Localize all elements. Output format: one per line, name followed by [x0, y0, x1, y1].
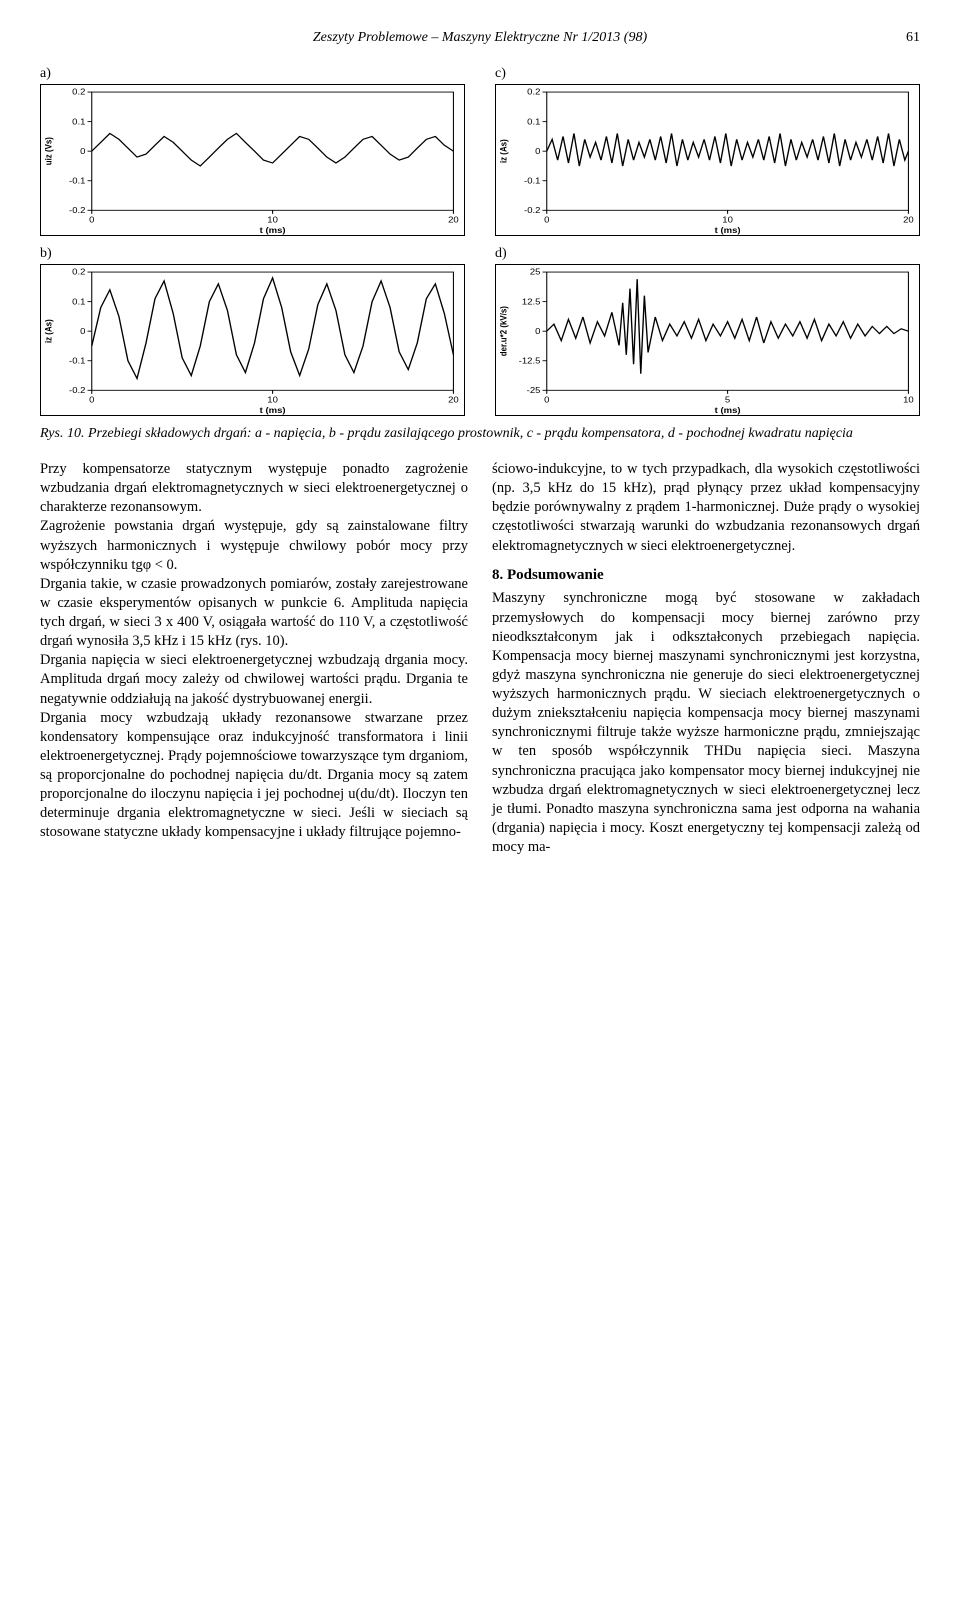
svg-text:0.1: 0.1: [72, 117, 85, 126]
svg-text:0: 0: [535, 327, 540, 336]
svg-text:-0.1: -0.1: [524, 176, 541, 185]
chart-c-box: -0.2 -0.1 0 0.1 0.2 0 10 20 t (ms) iz (As): [495, 84, 920, 236]
paragraph-5: Drgania mocy wzbudzają układy rezonansow…: [40, 709, 468, 843]
svg-text:uiz (Vs): uiz (Vs): [43, 137, 54, 165]
chart-d-cell: d) -25 -12.5 0 12.5 25 0 5 10 t (ms) der.u*2 (kV/…: [495, 246, 920, 416]
body-text: Przy kompensatorze statycznym występuje …: [40, 460, 920, 857]
svg-text:-12.5: -12.5: [519, 356, 541, 365]
svg-text:10: 10: [267, 395, 278, 404]
svg-text:-0.2: -0.2: [69, 386, 86, 395]
svg-text:20: 20: [903, 215, 914, 224]
svg-text:-0.2: -0.2: [524, 206, 541, 215]
chart-a-label: a): [40, 66, 465, 82]
svg-text:0: 0: [544, 215, 549, 224]
svg-text:0.2: 0.2: [72, 267, 85, 276]
chart-b-box: -0.2 -0.1 0 0.1 0.2 0 10 20 t (ms) iz (As): [40, 264, 465, 416]
figure-caption: Rys. 10. Przebiegi składowych drgań: a -…: [40, 426, 920, 442]
paragraph-2: Zagrożenie powstania drgań występuje, gd…: [40, 517, 468, 574]
svg-text:12.5: 12.5: [522, 297, 541, 306]
journal-title: Zeszyty Problemowe – Maszyny Elektryczne…: [313, 30, 647, 45]
chart-b-cell: b) -0.2 -0.1 0 0.1 0.2 0 10 20 t (ms) iz (As): [40, 246, 465, 416]
svg-text:t (ms): t (ms): [715, 226, 741, 235]
svg-text:iz (As): iz (As): [43, 319, 54, 343]
chart-d-label: d): [495, 246, 920, 262]
svg-text:t (ms): t (ms): [260, 226, 286, 235]
svg-text:t (ms): t (ms): [260, 406, 286, 415]
page-number: 61: [906, 30, 920, 46]
svg-text:0.2: 0.2: [527, 87, 540, 96]
svg-text:-0.1: -0.1: [69, 176, 86, 185]
section-8-title: 8. Podsumowanie: [492, 566, 920, 586]
svg-text:5: 5: [725, 395, 730, 404]
svg-text:20: 20: [448, 215, 459, 224]
chart-c-cell: c) -0.2 -0.1 0 0.1 0.2 0 10 20 t (ms) iz (As): [495, 66, 920, 236]
paragraph-6: ściowo-indukcyjne, to w tych przypadkach…: [492, 460, 920, 556]
svg-text:0.1: 0.1: [527, 117, 540, 126]
svg-text:der.u*2 (kV/s): der.u*2 (kV/s): [498, 306, 509, 356]
paragraph-1: Przy kompensatorze statycznym występuje …: [40, 460, 468, 517]
svg-text:-0.2: -0.2: [69, 206, 86, 215]
svg-text:10: 10: [722, 215, 733, 224]
page-header: Zeszyty Problemowe – Maszyny Elektryczne…: [40, 30, 920, 46]
svg-text:10: 10: [903, 395, 914, 404]
paragraph-7: Maszyny synchroniczne mogą być stosowane…: [492, 589, 920, 857]
svg-text:0.2: 0.2: [72, 87, 85, 96]
svg-text:t (ms): t (ms): [715, 406, 741, 415]
svg-text:25: 25: [530, 267, 541, 276]
svg-text:20: 20: [448, 395, 459, 404]
chart-b-label: b): [40, 246, 465, 262]
svg-text:-25: -25: [527, 386, 541, 395]
svg-text:0: 0: [80, 327, 85, 336]
paragraph-4: Drgania napięcia w sieci elektroenergety…: [40, 651, 468, 708]
chart-c-label: c): [495, 66, 920, 82]
svg-text:0: 0: [544, 395, 549, 404]
paragraph-3: Drgania takie, w czasie prowadzonych pom…: [40, 575, 468, 652]
figure-10: a) -0.2 -0.1 0 0.1 0.2 0 10 20 t (ms) uiz (Vs) c)…: [40, 66, 920, 416]
svg-text:10: 10: [267, 215, 278, 224]
chart-a-box: -0.2 -0.1 0 0.1 0.2 0 10 20 t (ms) uiz (Vs): [40, 84, 465, 236]
svg-text:iz (As): iz (As): [498, 139, 509, 163]
svg-text:0.1: 0.1: [72, 297, 85, 306]
svg-text:0: 0: [89, 395, 94, 404]
chart-d-box: -25 -12.5 0 12.5 25 0 5 10 t (ms) der.u*2 (kV/s): [495, 264, 920, 416]
svg-text:0: 0: [80, 147, 85, 156]
svg-text:0: 0: [535, 147, 540, 156]
svg-text:0: 0: [89, 215, 94, 224]
svg-text:-0.1: -0.1: [69, 356, 86, 365]
chart-a-cell: a) -0.2 -0.1 0 0.1 0.2 0 10 20 t (ms) uiz (Vs): [40, 66, 465, 236]
